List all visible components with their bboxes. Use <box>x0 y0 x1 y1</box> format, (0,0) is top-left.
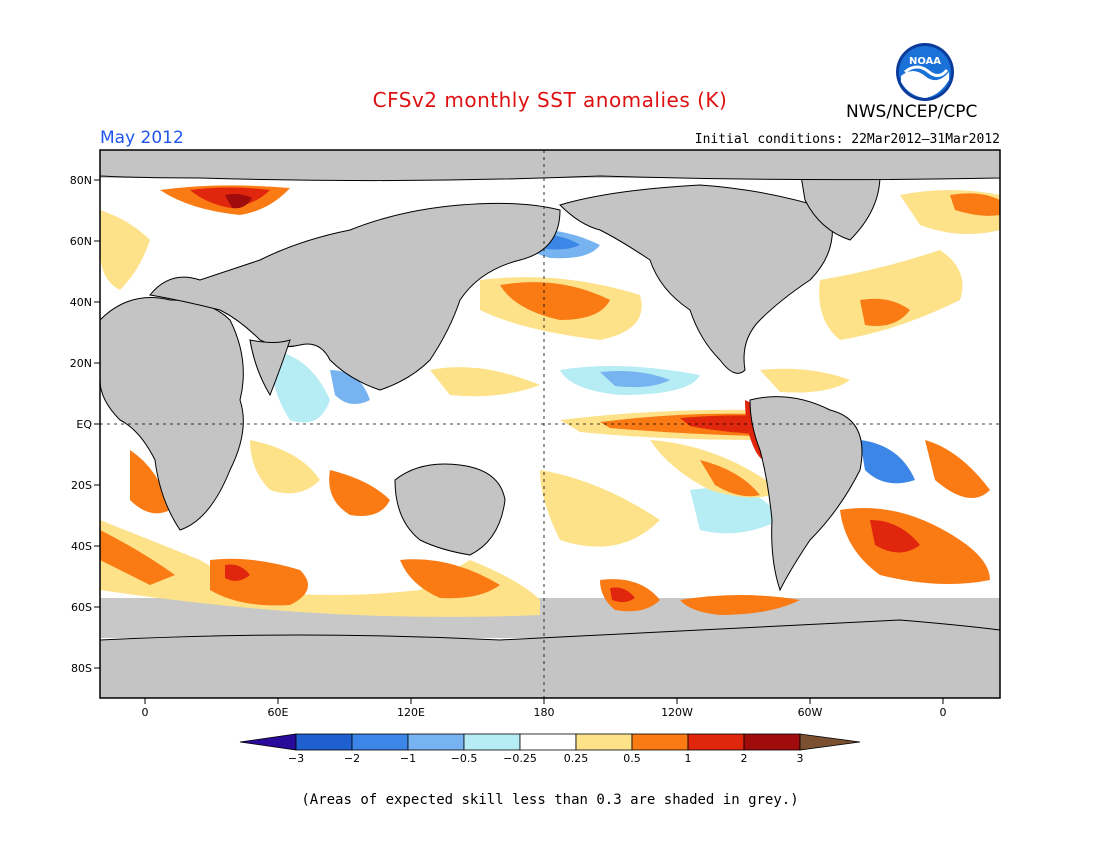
lat-label: 20S <box>71 479 92 492</box>
lat-label: 40S <box>71 540 92 553</box>
lon-label: 0 <box>142 706 149 719</box>
lon-label: 60E <box>268 706 289 719</box>
colorbar-labels: −3 −2 −1 −0.5 −0.25 0.25 0.5 1 2 3 <box>288 752 804 765</box>
lon-label: 120W <box>661 706 693 719</box>
colorbar-bin <box>631 733 689 751</box>
colorbar-tick: −3 <box>288 752 304 765</box>
lon-label: 120E <box>397 706 425 719</box>
svg-text:NOAA: NOAA <box>909 56 941 67</box>
colorbar-tick: 0.25 <box>564 752 589 765</box>
map-gridlines <box>100 150 1000 698</box>
initial-conditions-label: Initial conditions: 22Mar2012–31Mar2012 <box>694 132 1000 147</box>
colorbar-tick: 3 <box>797 752 804 765</box>
colorbar-tick: −2 <box>344 752 360 765</box>
noaa-logo-icon: NOAA <box>896 43 954 101</box>
colorbar-low-arrow <box>239 733 297 751</box>
lat-label: 60S <box>71 601 92 614</box>
colorbar-bin <box>575 733 633 751</box>
colorbar-bin <box>687 733 745 751</box>
lat-axis: 80N 60N 40N 20N EQ 20S 40S 60S 80S <box>70 174 100 675</box>
colorbar-high-arrow <box>799 733 861 751</box>
colorbar-bin <box>351 733 409 751</box>
colorbar-tick: 1 <box>685 752 692 765</box>
colorbar-bin <box>743 733 801 751</box>
colorbar-bin <box>519 733 577 751</box>
skill-footnote: (Areas of expected skill less than 0.3 a… <box>301 792 799 808</box>
lon-axis: 0 60E 120E 180 120W 60W 0 <box>142 698 947 719</box>
colorbar-tick: 0.5 <box>623 752 641 765</box>
lon-label: 180 <box>534 706 555 719</box>
lon-label: 0 <box>940 706 947 719</box>
colorbar-bin <box>407 733 465 751</box>
colorbar-tick: 2 <box>741 752 748 765</box>
chart-title: CFSv2 monthly SST anomalies (K) <box>372 88 728 112</box>
colorbar-tick: −1 <box>400 752 416 765</box>
colorbar-tick: −0.5 <box>451 752 478 765</box>
lat-label: 60N <box>70 235 92 248</box>
colorbar-tick: −0.25 <box>503 752 537 765</box>
lat-label: 40N <box>70 296 92 309</box>
anomaly-shading <box>100 185 1000 617</box>
lon-label: 60W <box>798 706 823 719</box>
lat-label: 80N <box>70 174 92 187</box>
land-masses <box>99 149 1001 699</box>
month-label: May 2012 <box>100 128 184 148</box>
lat-label: EQ <box>76 418 92 431</box>
colorbar-bin <box>463 733 521 751</box>
colorbar-bin <box>295 733 353 751</box>
lat-label: 80S <box>71 662 92 675</box>
colorbar <box>239 733 861 751</box>
agency-label: NWS/NCEP/CPC <box>846 102 978 122</box>
lat-label: 20N <box>70 357 92 370</box>
